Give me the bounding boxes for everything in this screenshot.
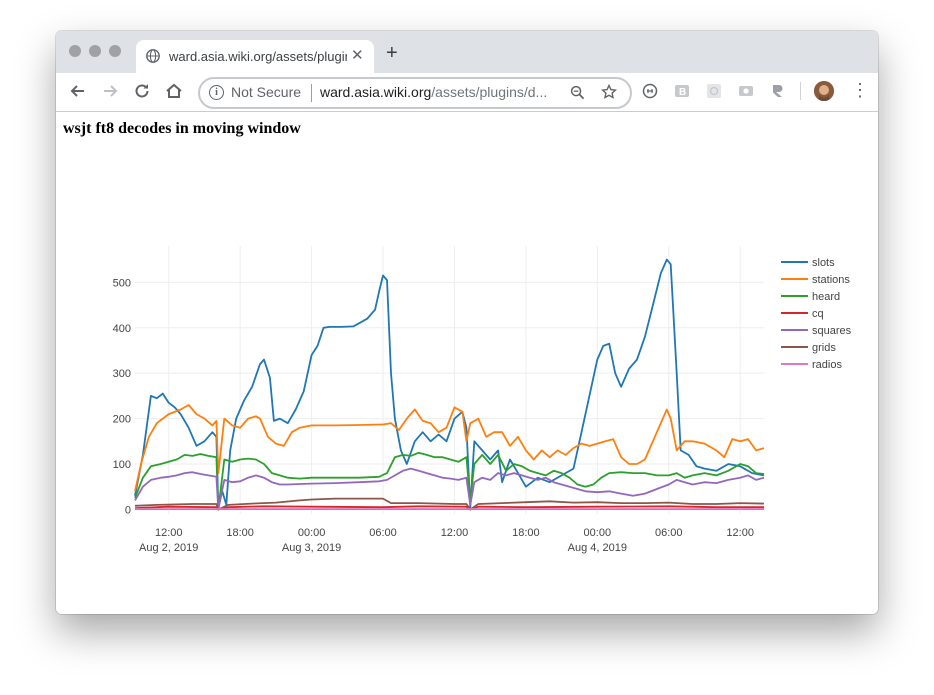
series-line-heard: [134, 451, 765, 511]
legend-label-squares: squares: [812, 325, 852, 337]
extension-circle-icon[interactable]: [642, 83, 658, 99]
forward-arrow-icon[interactable]: [100, 81, 120, 101]
series-line-stations: [134, 404, 765, 492]
svg-text:B: B: [679, 87, 686, 98]
extension-b-icon[interactable]: B: [674, 83, 690, 99]
legend-label-slots: slots: [812, 257, 835, 269]
tab-title: ward.asia.wiki.org/assets/plugin: [169, 49, 347, 64]
x-tick-label: 18:00: [512, 527, 540, 539]
info-icon[interactable]: i: [209, 85, 224, 100]
series-line-squares: [134, 467, 765, 511]
y-tick-label: 500: [113, 277, 131, 289]
globe-icon: [146, 49, 160, 63]
x-tick-label: 00:00: [584, 527, 612, 539]
y-tick-label: 200: [113, 414, 131, 426]
x-tick-label: 06:00: [655, 527, 683, 539]
axis-layer: 0 100 200 300 400 500 12:00 Aug 2, 2019 18:00 00:…: [113, 277, 754, 554]
x-tick-label: 12:00: [441, 527, 469, 539]
kebab-menu-icon[interactable]: ⋮: [851, 80, 869, 100]
y-tick-label: 300: [113, 368, 131, 380]
extension-r-icon[interactable]: [770, 83, 786, 99]
extension-camera-icon[interactable]: [738, 83, 754, 99]
extension-grid-icon[interactable]: [706, 83, 722, 99]
x-tick-date-label: Aug 2, 2019: [139, 542, 198, 554]
legend: slots stations heard cq squares grids radios: [781, 257, 852, 371]
legend-label-heard: heard: [812, 291, 840, 303]
x-tick-label: 06:00: [369, 527, 397, 539]
profile-avatar[interactable]: [814, 81, 834, 101]
x-tick-label: 12:00: [155, 527, 183, 539]
url-text[interactable]: ward.asia.wiki.org/assets/plugins/d...: [320, 84, 565, 100]
legend-label-stations: stations: [812, 274, 850, 286]
line-chart: 0 100 200 300 400 500 12:00 Aug 2, 2019 18:00 00:…: [113, 246, 852, 554]
browser-window: ward.asia.wiki.org/assets/plugin ✕ + i N…: [56, 31, 878, 614]
url-path: /assets/plugins/d...: [431, 84, 548, 100]
y-tick-label: 0: [125, 504, 131, 516]
series-layer: [134, 258, 765, 511]
page-heading: wsjt ft8 decodes in moving window: [63, 120, 301, 137]
security-label[interactable]: Not Secure: [231, 84, 302, 100]
zoom-window-button[interactable]: [109, 45, 121, 57]
series-line-slots: [134, 258, 765, 509]
x-tick-date-label: Aug 4, 2019: [568, 542, 627, 554]
x-tick-label: 00:00: [298, 527, 326, 539]
minimize-window-button[interactable]: [89, 45, 101, 57]
url-host: ward.asia.wiki.org: [320, 84, 432, 100]
browser-tab[interactable]: ward.asia.wiki.org/assets/plugin ✕: [136, 40, 374, 73]
profile-face-icon: [814, 81, 834, 101]
x-tick-date-label: Aug 3, 2019: [282, 542, 341, 554]
legend-label-radios: radios: [812, 359, 842, 371]
new-tab-icon[interactable]: +: [386, 42, 398, 64]
address-separator: [311, 84, 312, 102]
page-content: wsjt ft8 decodes in moving window 0 100 20…: [56, 112, 878, 614]
toolbar-separator: [800, 82, 801, 100]
x-tick-label: 18:00: [226, 527, 254, 539]
bookmark-star-icon[interactable]: [601, 84, 617, 100]
reload-icon[interactable]: [132, 81, 152, 101]
legend-label-grids: grids: [812, 342, 836, 354]
zoom-out-icon[interactable]: [570, 85, 585, 100]
y-tick-label: 100: [113, 459, 131, 471]
close-tab-icon[interactable]: ✕: [351, 47, 364, 64]
legend-label-cq: cq: [812, 308, 824, 320]
home-icon[interactable]: [164, 81, 184, 101]
back-arrow-icon[interactable]: [68, 81, 88, 101]
browser-toolbar: i Not Secure ward.asia.wiki.org/assets/p…: [56, 73, 878, 112]
close-window-button[interactable]: [69, 45, 81, 57]
address-bar[interactable]: i Not Secure ward.asia.wiki.org/assets/p…: [198, 77, 632, 109]
y-tick-label: 400: [113, 323, 131, 335]
grid-layer: [135, 246, 764, 514]
tab-bar: ward.asia.wiki.org/assets/plugin ✕ +: [56, 31, 878, 73]
x-tick-label: 12:00: [726, 527, 754, 539]
series-line-grids: [134, 497, 765, 511]
